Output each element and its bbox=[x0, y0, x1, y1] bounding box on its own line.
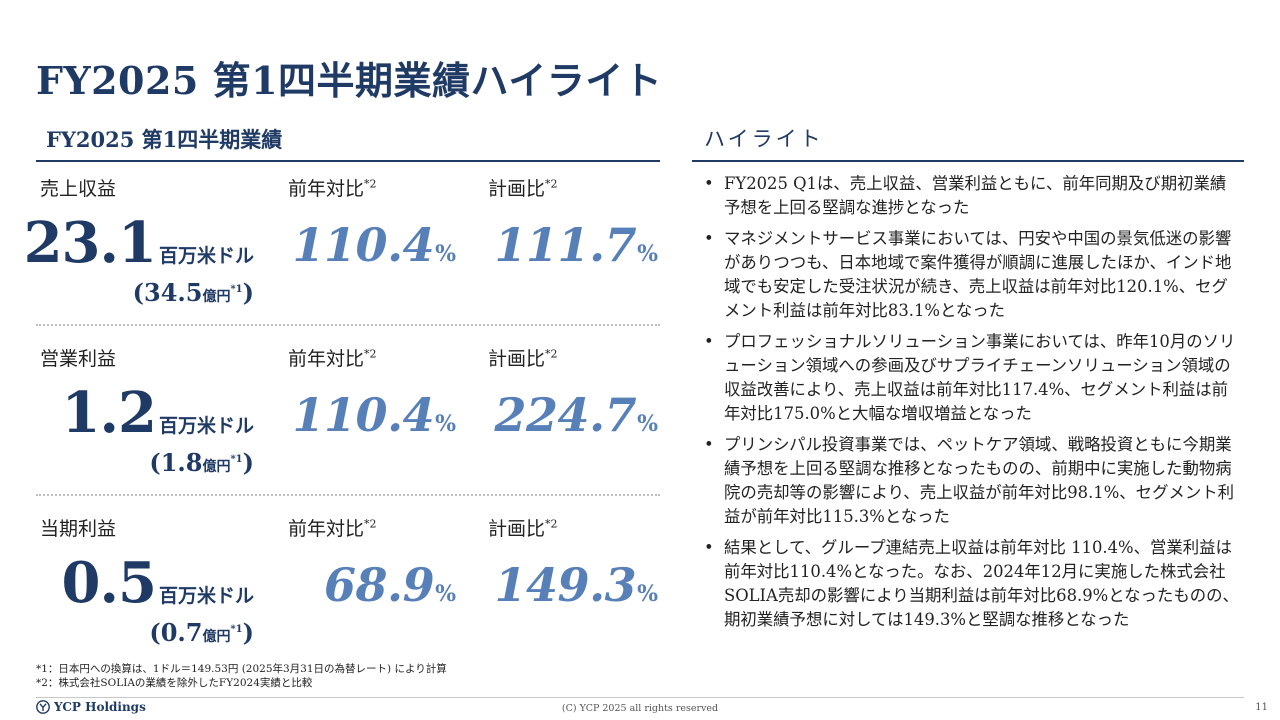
metric-value-jpy: (1.8億円*1) bbox=[149, 448, 254, 477]
metric-label: 当期利益 bbox=[40, 518, 117, 540]
plan-column-label: 計画比*2 bbox=[488, 347, 558, 370]
highlight-item: プリンシパル投資事業では、ペットケア領域、戦略投資ともに今期業績予想を上回る堅調… bbox=[700, 433, 1240, 529]
copyright: (C) YCP 2025 all rights reserved bbox=[561, 703, 719, 714]
highlights-section-rule bbox=[692, 160, 1244, 162]
results-section-title: FY2025 第1四半期業績 bbox=[46, 127, 283, 152]
highlights-list: FY2025 Q1は、売上収益、営業利益ともに、前年同期及び期初業績予想を上回る… bbox=[700, 172, 1240, 639]
plan-column-label: 計画比*2 bbox=[488, 177, 558, 200]
ycp-logo-icon bbox=[36, 700, 50, 714]
metric-value-usd: 23.1 百万米ドル bbox=[23, 210, 254, 276]
highlight-item: プロフェッショナルソリューション事業においては、昨年10月のソリューション領域へ… bbox=[700, 330, 1240, 426]
metric-revenue: 売上収益 前年対比*2 計画比*2 23.1 百万米ドル (34.5億円*1) 1… bbox=[24, 174, 660, 334]
metric-divider bbox=[36, 324, 660, 326]
yoy-value: 110.4% bbox=[292, 218, 456, 272]
metric-label: 営業利益 bbox=[40, 348, 117, 370]
metric-label: 売上収益 bbox=[40, 178, 117, 200]
plan-column-label: 計画比*2 bbox=[488, 517, 558, 540]
yoy-column-label: 前年対比*2 bbox=[288, 177, 377, 200]
metric-divider bbox=[36, 494, 660, 496]
results-section-rule bbox=[36, 160, 660, 162]
metric-value-usd: 0.5 百万米ドル bbox=[61, 550, 254, 616]
page-number: 11 bbox=[1255, 702, 1268, 713]
yoy-value: 110.4% bbox=[292, 388, 456, 442]
plan-value: 224.7% bbox=[494, 388, 658, 442]
highlight-item: FY2025 Q1は、売上収益、営業利益ともに、前年同期及び期初業績予想を上回る… bbox=[700, 172, 1240, 220]
company-logo: YCP Holdings bbox=[36, 700, 146, 714]
highlights-section-title: ハイライト bbox=[704, 127, 824, 151]
metric-value-jpy: (34.5億円*1) bbox=[132, 278, 254, 307]
footnote-1: *1：日本円への換算は、1ドル＝149.53円 (2025年3月31日の為替レー… bbox=[36, 663, 447, 675]
footer-divider bbox=[36, 697, 1244, 698]
yoy-value: 68.9% bbox=[324, 558, 456, 612]
highlight-item: マネジメントサービス事業においては、円安や中国の景気低迷の影響がありつつも、日本… bbox=[700, 227, 1240, 323]
metric-operating-profit: 営業利益 前年対比*2 計画比*2 1.2 百万米ドル (1.8億円*1) 110… bbox=[36, 344, 660, 504]
footnote-2: *2：株式会社SOLIAの業績を除外したFY2024実績と比較 bbox=[36, 677, 313, 689]
plan-value: 111.7% bbox=[494, 218, 658, 272]
footnotes: *1：日本円への換算は、1ドル＝149.53円 (2025年3月31日の為替レー… bbox=[36, 662, 447, 690]
metric-net-income: 当期利益 前年対比*2 計画比*2 0.5 百万米ドル (0.7億円*1) 68.… bbox=[36, 514, 660, 674]
yoy-column-label: 前年対比*2 bbox=[288, 517, 377, 540]
logo-text: YCP Holdings bbox=[54, 700, 146, 714]
page-title: FY2025 第1四半期業績ハイライト bbox=[36, 58, 663, 103]
yoy-column-label: 前年対比*2 bbox=[288, 347, 377, 370]
metric-value-jpy: (0.7億円*1) bbox=[149, 618, 254, 647]
highlight-item: 結果として、グループ連結売上収益は前年対比 110.4%、営業利益は前年対比11… bbox=[700, 536, 1240, 632]
plan-value: 149.3% bbox=[494, 558, 658, 612]
metric-value-usd: 1.2 百万米ドル bbox=[61, 380, 254, 446]
